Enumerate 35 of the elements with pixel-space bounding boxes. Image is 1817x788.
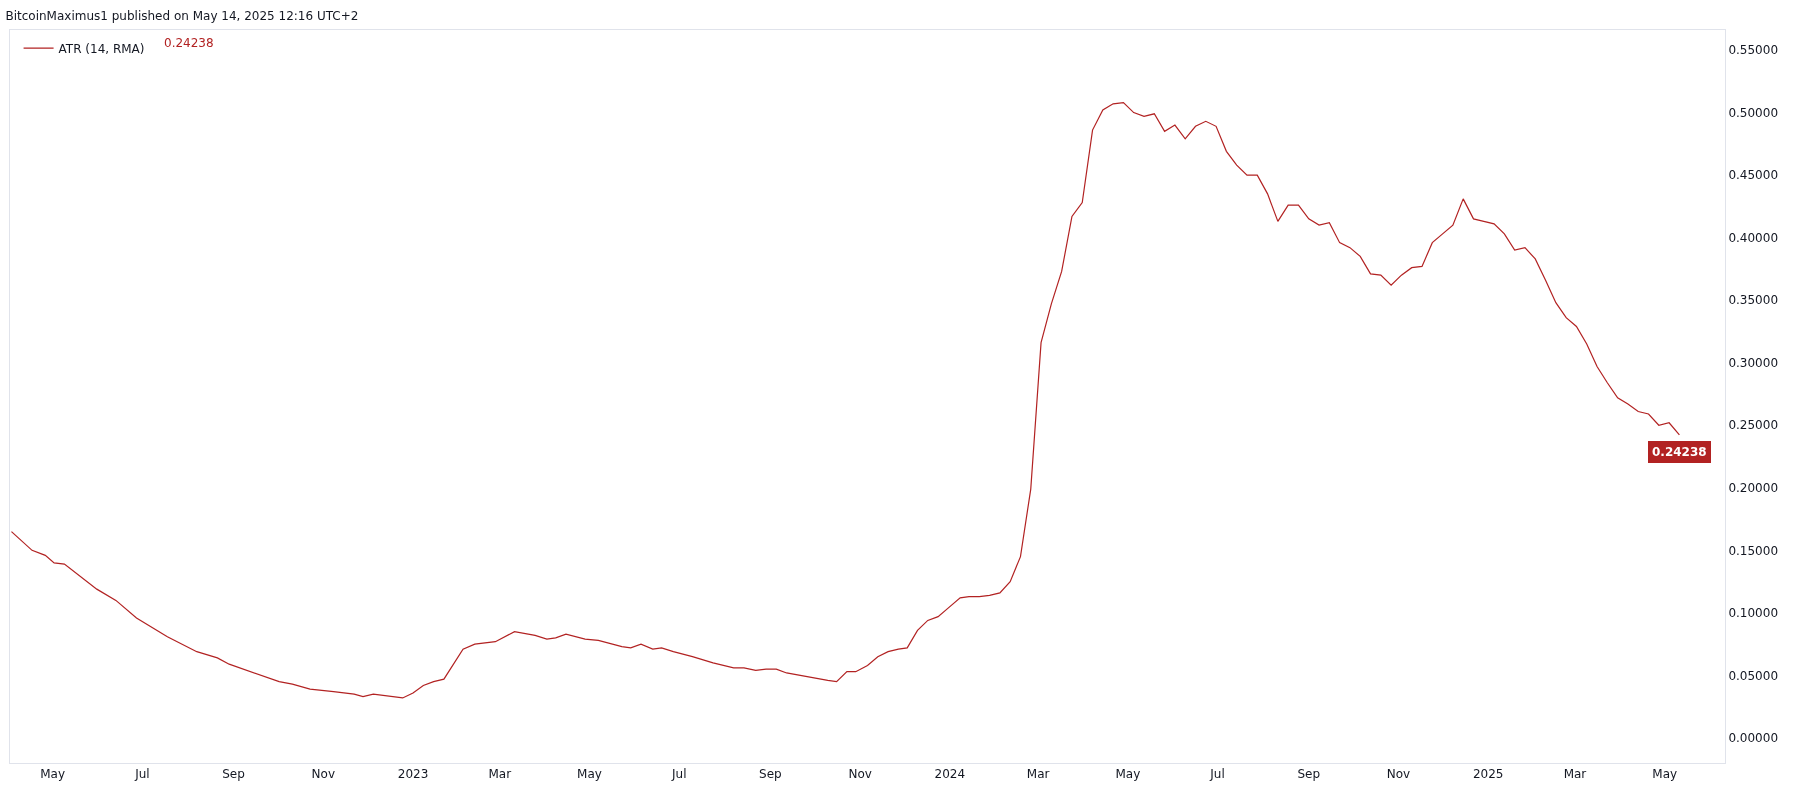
x-tick-label: May: [577, 767, 602, 782]
x-tick-label: Mar: [488, 767, 512, 782]
y-tick-label: 0.35000: [1728, 293, 1779, 308]
chart-title: BitcoinMaximus1 published on May 14, 2025 12:16 UTC+2: [5, 9, 359, 24]
x-tick-label: Sep: [759, 767, 782, 782]
y-tick-label: 0.45000: [1728, 168, 1779, 183]
y-tick-label: 0.10000: [1728, 606, 1779, 621]
x-tick-label: Nov: [311, 767, 335, 782]
y-tick-label: 0.05000: [1728, 668, 1779, 683]
y-tick-label: 0.00000: [1728, 731, 1779, 746]
x-tick-label: Mar: [1563, 767, 1587, 782]
y-tick-label: 0.40000: [1728, 230, 1779, 245]
x-tick-label: May: [40, 767, 66, 782]
y-tick-label: 0.15000: [1728, 543, 1779, 558]
x-tick-label: Nov: [1386, 767, 1411, 782]
x-tick-label: Jul: [134, 767, 150, 782]
x-tick-label: 2024: [934, 767, 966, 782]
x-tick-label: Jul: [1209, 767, 1225, 782]
x-tick-label: Sep: [222, 767, 245, 782]
y-tick-label: 0.25000: [1728, 418, 1779, 433]
y-tick-label: 0.20000: [1728, 481, 1779, 496]
y-tick-label: 0.55000: [1728, 43, 1779, 58]
annotation: 0.24238: [164, 36, 214, 50]
x-tick-label: May: [1652, 767, 1678, 782]
x-tick-label: Mar: [1026, 767, 1050, 782]
legend-label: ATR (14, RMA): [58, 41, 145, 56]
x-tick-label: Sep: [1297, 767, 1321, 782]
y-tick-label: 0.50000: [1728, 105, 1779, 120]
x-tick-label: 2023: [397, 767, 429, 782]
x-tick-label: Nov: [848, 767, 872, 782]
x-tick-label: May: [1115, 767, 1141, 782]
x-tick-label: 2025: [1472, 767, 1504, 782]
annotation: 0.24238: [1652, 445, 1707, 459]
y-tick-label: 0.30000: [1728, 355, 1779, 370]
x-tick-label: Jul: [670, 767, 687, 782]
